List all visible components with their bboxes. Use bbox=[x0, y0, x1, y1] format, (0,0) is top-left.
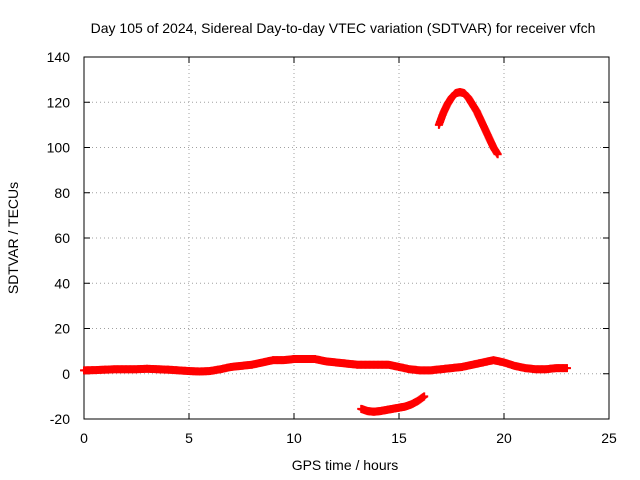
y-tick-label: -20 bbox=[50, 411, 70, 427]
x-tick-label: 15 bbox=[391, 430, 407, 446]
x-tick-label: 5 bbox=[185, 430, 193, 446]
x-tick-label: 10 bbox=[286, 430, 302, 446]
y-tick-label: 140 bbox=[47, 49, 71, 65]
x-axis-title: GPS time / hours bbox=[292, 457, 399, 473]
x-tick-labels: 0 5 10 15 20 25 bbox=[80, 430, 617, 446]
y-tick-label: 60 bbox=[54, 230, 70, 246]
series-negative-arc bbox=[357, 392, 429, 416]
x-tick-label: 25 bbox=[601, 430, 617, 446]
y-tick-label: 100 bbox=[47, 140, 71, 156]
chart-title: Day 105 of 2024, Sidereal Day-to-day VTE… bbox=[91, 20, 596, 36]
data-point bbox=[563, 364, 571, 373]
x-tick-label: 20 bbox=[496, 430, 512, 446]
y-tick-label: 0 bbox=[62, 366, 70, 382]
data-series bbox=[80, 88, 571, 416]
data-point bbox=[493, 150, 502, 159]
y-tick-label: 20 bbox=[54, 321, 70, 337]
x-tick-label: 0 bbox=[80, 430, 88, 446]
y-tick-label: 40 bbox=[54, 275, 70, 291]
y-tick-label: 80 bbox=[54, 185, 70, 201]
y-tick-labels: -20 0 20 40 60 80 100 120 140 bbox=[47, 49, 71, 427]
plot-frame bbox=[83, 56, 610, 420]
series-high-arc bbox=[434, 88, 502, 159]
y-axis-title: SDTVAR / TECUs bbox=[5, 182, 21, 294]
data-point bbox=[420, 392, 429, 401]
y-tick-label: 120 bbox=[47, 94, 71, 110]
series-main bbox=[80, 355, 571, 376]
grid bbox=[84, 57, 609, 419]
